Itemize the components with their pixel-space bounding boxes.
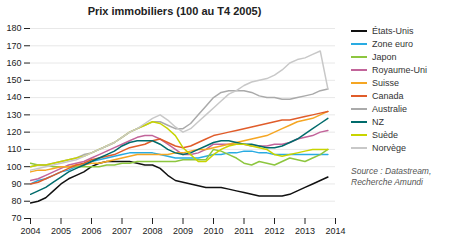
svg-text:90: 90: [11, 179, 21, 189]
html-text:Royaume-Uni: Royaume-Uni: [372, 64, 427, 75]
svg-text:120: 120: [6, 127, 21, 137]
svg-text:160: 160: [6, 58, 21, 68]
svg-text:110: 110: [7, 144, 21, 154]
svg-text:2008: 2008: [142, 226, 162, 236]
svg-text:2005: 2005: [51, 226, 71, 236]
svg-text:2011: 2011: [234, 226, 253, 236]
svg-text:100: 100: [6, 162, 21, 172]
html-text:Source : Datastream, Recherche: Source : Datastream, Recherche Amundi: [351, 166, 432, 187]
html-text:Norvège: Norvège: [372, 142, 406, 153]
html-text:Australie: Australie: [372, 103, 407, 114]
svg-text:2012: 2012: [264, 226, 284, 236]
html-text:États-Unis: États-Unis: [372, 25, 414, 36]
html-text:Prix immobiliers (100 au T4 20: Prix immobiliers (100 au T4 2005): [87, 5, 262, 17]
svg-text:2013: 2013: [295, 226, 315, 236]
svg-text:2007: 2007: [112, 226, 132, 236]
svg-text:2004: 2004: [20, 226, 40, 236]
html-text:Zone euro: Zone euro: [372, 38, 413, 49]
svg-text:150: 150: [6, 75, 21, 85]
html-text:Canada: Canada: [372, 90, 404, 101]
svg-text:2009: 2009: [173, 226, 193, 236]
svg-text:180: 180: [6, 23, 21, 33]
svg-text:170: 170: [6, 41, 21, 51]
html-text:NZ: NZ: [372, 116, 384, 127]
svg-text:80: 80: [11, 196, 21, 206]
html-text:Suisse: Suisse: [372, 77, 399, 88]
svg-text:2014: 2014: [325, 226, 345, 236]
html-text:Suède: Suède: [372, 129, 398, 140]
svg-text:2010: 2010: [203, 226, 223, 236]
html-text:Japon: Japon: [372, 51, 397, 62]
svg-text:70: 70: [11, 213, 21, 223]
svg-text:140: 140: [6, 92, 21, 102]
svg-text:130: 130: [6, 110, 21, 120]
svg-text:2006: 2006: [81, 226, 101, 236]
